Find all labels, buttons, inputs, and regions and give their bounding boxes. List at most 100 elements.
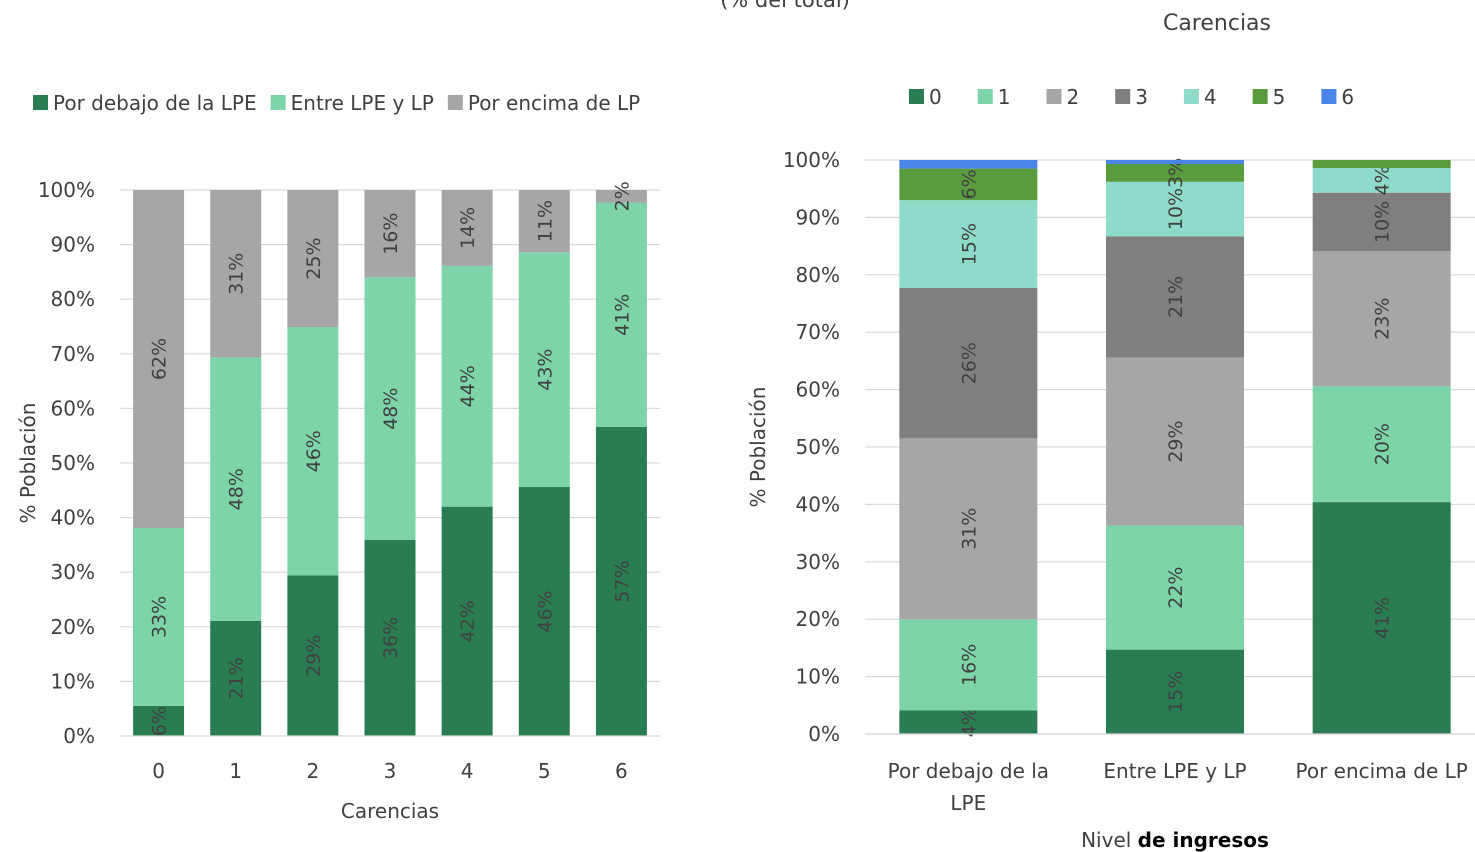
legend-swatch <box>1046 89 1062 104</box>
bar-segment <box>899 168 1038 201</box>
y-tick-label: 60% <box>51 396 95 420</box>
bar-segment <box>899 160 1038 169</box>
data-label: 10% <box>1372 201 1394 243</box>
bar-segment <box>210 357 262 621</box>
bar-segment <box>899 710 1038 734</box>
legend-label: 0 <box>929 85 942 109</box>
legend-label: 3 <box>1135 85 1148 109</box>
bar-segment <box>518 252 570 488</box>
legend-swatch <box>1115 89 1131 104</box>
legend-label: Entre LPE y LP <box>291 91 434 115</box>
y-tick-label: 90% <box>796 205 840 229</box>
bar-segment <box>1106 181 1244 237</box>
data-label: 48% <box>380 388 402 430</box>
legend-swatch <box>1321 89 1337 104</box>
bar-segment <box>595 202 647 427</box>
x-tick-label: 3 <box>384 759 397 783</box>
x-tick-label: 4 <box>461 759 474 783</box>
bar-segment <box>899 438 1038 620</box>
top-caption: (% del total) <box>720 0 850 12</box>
data-label: 21% <box>1165 276 1187 318</box>
bar-segment <box>364 190 416 278</box>
bar-segment <box>287 190 339 328</box>
data-label: 46% <box>303 430 325 472</box>
data-label: 25% <box>303 237 325 279</box>
data-label: 33% <box>149 596 171 638</box>
data-label: 29% <box>303 635 325 677</box>
legend-swatch <box>270 95 286 110</box>
x-axis-title: Carencias <box>341 799 439 823</box>
data-label: 31% <box>226 253 248 295</box>
data-label: 3% <box>1165 158 1187 188</box>
data-label: 6% <box>149 706 171 736</box>
chart-nivel-de-ingresos: Carencias0%10%20%30%40%50%60%70%80%90%10… <box>746 11 1475 852</box>
legend-swatch <box>33 95 48 110</box>
data-label: 43% <box>534 349 556 391</box>
data-label: 62% <box>149 338 171 380</box>
y-tick-label: 50% <box>51 451 95 475</box>
x-tick-label: LPE <box>950 791 986 815</box>
bar-segment <box>1312 160 1451 169</box>
y-tick-label: 40% <box>51 506 95 530</box>
bar-segment <box>133 705 185 736</box>
legend-label: 4 <box>1204 85 1217 109</box>
bar-segment <box>1312 192 1451 252</box>
y-tick-label: 0% <box>808 722 840 746</box>
bar-segment <box>133 190 185 528</box>
x-tick-label: Entre LPE y LP <box>1103 759 1246 783</box>
y-axis-title: % Población <box>746 387 770 508</box>
data-label: 42% <box>457 600 479 642</box>
y-axis-title: % Población <box>16 403 40 524</box>
bar-segment <box>441 265 493 507</box>
data-label: 2% <box>611 181 633 211</box>
legend-label: Por debajo de la LPE <box>53 91 257 115</box>
legend-swatch <box>447 95 463 110</box>
data-label: 4% <box>1372 165 1394 195</box>
data-label: 15% <box>958 223 980 265</box>
y-tick-label: 80% <box>51 287 95 311</box>
data-label: 6% <box>958 169 980 199</box>
data-label: 16% <box>958 644 980 686</box>
data-label: 29% <box>1165 420 1187 462</box>
legend-swatch <box>1183 89 1199 104</box>
x-tick-label: 0 <box>152 759 165 783</box>
y-tick-label: 0% <box>63 724 95 748</box>
y-tick-label: 20% <box>51 615 95 639</box>
bar-segment <box>287 575 339 736</box>
legend-label: Por encima de LP <box>468 91 640 115</box>
data-label: 48% <box>226 468 248 510</box>
data-label: 26% <box>958 342 980 384</box>
bar-segment <box>1312 251 1451 387</box>
bar-segment <box>441 190 493 266</box>
data-label: 41% <box>1372 597 1394 639</box>
bar-segment <box>1106 649 1244 734</box>
legend-swatch <box>977 89 993 104</box>
bar-segment <box>1106 525 1244 650</box>
y-tick-label: 90% <box>51 233 95 257</box>
bar-segment <box>287 327 339 576</box>
y-tick-label: 70% <box>51 342 95 366</box>
x-tick-label: 1 <box>229 759 242 783</box>
data-label: 10% <box>1165 188 1187 230</box>
bar-segment <box>364 539 416 736</box>
bar-segment <box>1106 357 1244 526</box>
data-label: 4% <box>958 707 980 737</box>
y-tick-label: 100% <box>783 148 840 172</box>
bar-segment <box>595 426 647 736</box>
bar-segment <box>133 527 185 706</box>
legend-label: 2 <box>1066 85 1079 109</box>
legend-label: 5 <box>1273 85 1286 109</box>
bar-segment <box>518 190 570 253</box>
bar-segment <box>1106 160 1244 165</box>
data-label: 57% <box>611 560 633 602</box>
x-axis-title-part: Nivel <box>1081 828 1138 852</box>
bar-segment <box>210 190 262 358</box>
x-tick-label: 2 <box>306 759 319 783</box>
data-label: 15% <box>1165 671 1187 713</box>
data-label: 20% <box>1372 423 1394 465</box>
data-label: 31% <box>958 508 980 550</box>
data-label: 11% <box>534 200 556 242</box>
legend-swatch <box>1252 89 1268 104</box>
bar-segment <box>210 620 262 736</box>
